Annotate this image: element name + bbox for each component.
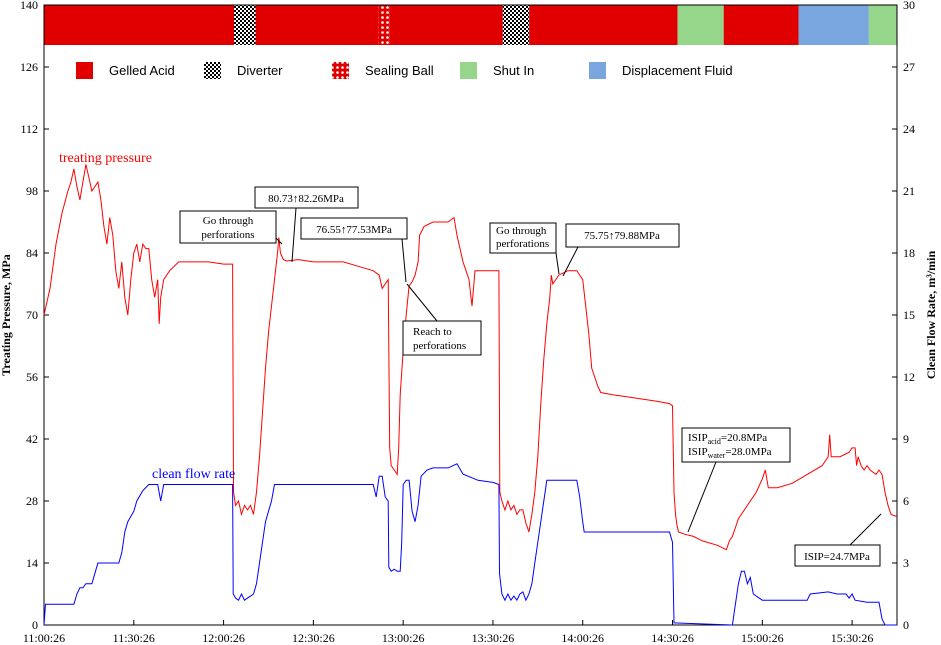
right-tick-label: 18: [903, 246, 915, 260]
annotation-text: Reach to: [413, 326, 452, 338]
annotation-pointer: [849, 513, 882, 546]
annotation-pointer: [406, 283, 438, 322]
x-tick-label: 13:30:26: [472, 631, 515, 645]
x-tick-label: 14:30:26: [651, 631, 694, 645]
annotation-go-through-1: [179, 210, 277, 244]
annotation-isip-water: ISIPwater=28.0MPa: [688, 446, 772, 460]
annotation-text: 76.55↑77.53MPa: [316, 224, 392, 236]
right-axis-title: Clean Flow Rate, m³/min: [924, 251, 938, 380]
series-group: treating pressure clean flow rate: [43, 151, 898, 626]
annotation-pointer: [562, 246, 579, 277]
annotation-reach-to: [402, 320, 482, 356]
stage-segment-gelled: [529, 5, 678, 45]
left-tick-label: 0: [32, 618, 38, 632]
annotation-isip-box: [681, 427, 791, 463]
annotation-text: ISIP=24.7MPa: [804, 551, 870, 563]
right-tick-label: 21: [903, 184, 915, 198]
treating-pressure-label: treating pressure: [59, 151, 152, 166]
legend-swatch-displacement: [589, 62, 606, 79]
legend-label-diverter: Diverter: [237, 63, 283, 78]
x-tick-label: 14:00:26: [561, 631, 604, 645]
stage-segment-displacement: [798, 5, 869, 45]
legend-swatch-diverter: [204, 62, 221, 79]
stage-segment-gelled: [44, 5, 235, 45]
x-tick-label: 11:30:26: [113, 631, 155, 645]
stage-segment-shutin: [868, 5, 897, 45]
clean-flow-rate-line: [43, 463, 897, 626]
right-tick-label: 9: [903, 432, 909, 446]
left-tick-label: 112: [20, 122, 38, 136]
annotation-p-75-79: [565, 223, 680, 248]
legend-label-displacement: Displacement Fluid: [622, 63, 733, 78]
annotation-text: perforations: [496, 238, 549, 250]
plot-frame: [43, 4, 898, 626]
annotation-pointer: [555, 252, 560, 275]
stage-segment-shutin: [677, 5, 724, 45]
left-tick-label: 28: [26, 494, 38, 508]
right-tick-label: 24: [903, 122, 915, 136]
x-tick-label: 15:00:26: [741, 631, 784, 645]
right-tick-label: 0: [903, 618, 909, 632]
annotation-pointer: [401, 238, 407, 283]
annotation-pointer: [275, 237, 283, 245]
left-y-axis: 0 14 28 42 56 70 84 98 112 126 140: [20, 0, 49, 632]
annotation-pointer: [687, 461, 717, 533]
treating-pressure-line: [43, 164, 898, 551]
right-tick-label: 6: [903, 494, 909, 508]
legend: Gelled Acid Diverter Sealing Ball Shut In Di…: [76, 62, 733, 79]
annotation-text: perforations: [201, 229, 254, 241]
stage-segment-gelled: [723, 5, 799, 45]
right-y-axis: 0 3 6 9 12 15 18 21 24 27 30: [892, 0, 915, 632]
legend-swatch-sealing: [332, 62, 349, 79]
right-tick-label: 12: [903, 370, 915, 384]
annotation-isip-final: [794, 544, 881, 567]
left-tick-label: 140: [20, 0, 38, 12]
stage-segment-gelled: [389, 5, 503, 45]
x-axis: 11:00:26 11:30:26 12:00:26 12:30:26 13:00:26…: [23, 620, 874, 645]
annotation-text: Go through: [496, 225, 547, 237]
left-tick-label: 70: [26, 308, 38, 322]
annotation-text: 80.73↑82.26MPa: [268, 193, 344, 205]
x-tick-label: 12:30:26: [292, 631, 335, 645]
x-tick-label: 12:00:26: [202, 631, 245, 645]
left-tick-label: 126: [20, 60, 38, 74]
annotation-go-through-2: [489, 222, 557, 254]
right-tick-label: 15: [903, 308, 915, 322]
right-tick-label: 27: [903, 60, 915, 74]
legend-label-shutin: Shut In: [493, 63, 534, 78]
legend-swatch-shutin: [460, 62, 477, 79]
x-tick-label: 13:00:26: [382, 631, 425, 645]
x-tick-label: 11:00:26: [23, 631, 65, 645]
left-tick-label: 56: [26, 370, 38, 384]
stage-segment-diverter: [234, 5, 256, 45]
stage-segment-sealing: [378, 5, 390, 45]
stage-bar: [44, 5, 897, 45]
left-tick-label: 84: [26, 246, 38, 260]
x-tick-label: 15:30:26: [831, 631, 874, 645]
annotation-p-80-82: [254, 186, 359, 209]
annotation-text: Go through: [203, 215, 254, 227]
annotation-p-76-77: [300, 217, 408, 240]
legend-label-gelled: Gelled Acid: [109, 63, 175, 78]
legend-swatch-gelled: [76, 62, 93, 79]
right-tick-label: 3: [903, 556, 909, 570]
left-tick-label: 98: [26, 184, 38, 198]
stage-segment-diverter: [502, 5, 530, 45]
annotations: Go throughperforations80.73↑82.26MPa76.5…: [179, 186, 882, 567]
annotation-text: 75.75↑79.88MPa: [584, 230, 660, 242]
right-tick-label: 30: [903, 0, 915, 12]
annotation-isip-acid: ISIPacid=20.8MPa: [688, 432, 767, 446]
clean-flow-rate-label: clean flow rate: [152, 467, 235, 482]
left-tick-label: 42: [26, 432, 38, 446]
stage-segment-gelled: [255, 5, 379, 45]
left-tick-label: 14: [26, 556, 38, 570]
annotation-text: perforations: [413, 340, 466, 352]
annotation-pointer: [291, 207, 297, 263]
left-axis-title: Treating Pressure, MPa: [0, 254, 13, 375]
legend-label-sealing: Sealing Ball: [365, 63, 434, 78]
